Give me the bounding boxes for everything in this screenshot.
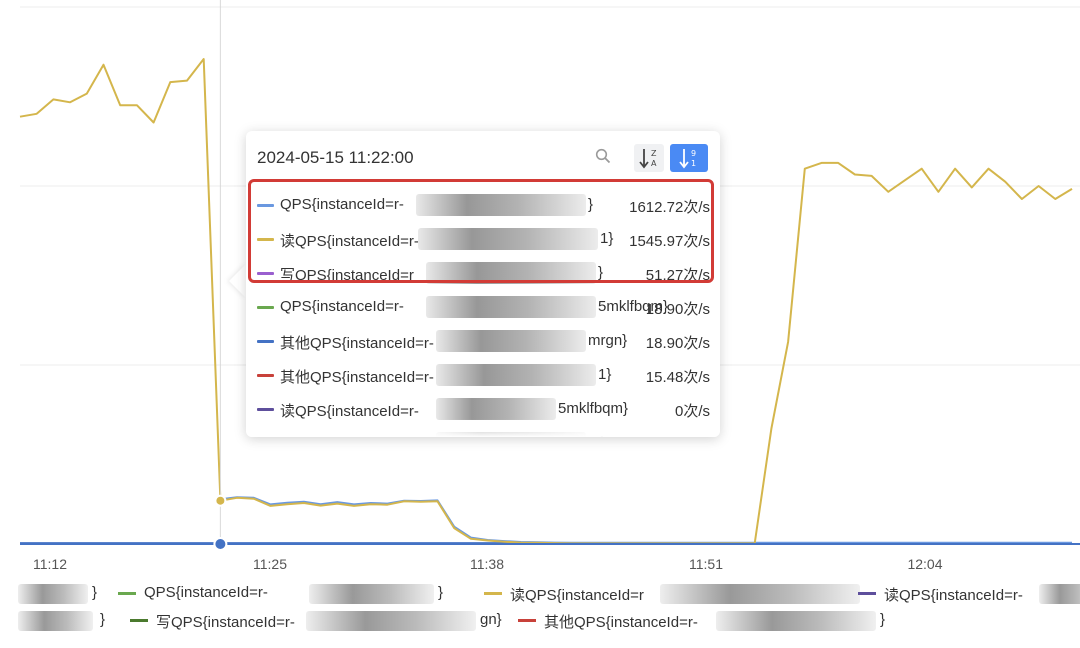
legend-label: QPS{instanceId=r- [144, 584, 268, 601]
redacted-text [436, 330, 586, 352]
svg-text:9: 9 [691, 149, 696, 158]
search-icon[interactable] [595, 148, 611, 164]
legend-swatch [484, 592, 502, 595]
tooltip-series-name: QPS{instanceId=r- [280, 196, 404, 213]
redacted-text [436, 364, 596, 386]
tooltip-time: 2024-05-15 11:22:00 [257, 148, 414, 167]
tooltip-series-value: 1612.72次/s [629, 199, 710, 216]
legend-row-2: } 写QPS{instanceId=r-gn} 其他QPS{instanceId=r… [0, 609, 1080, 633]
tooltip-row: 读QPS{instanceId=r- 1} 1545.97次/s [246, 222, 720, 256]
sort-numeric-button[interactable]: 9 1 [670, 144, 708, 172]
legend-swatch [130, 619, 148, 622]
hover-point [214, 494, 227, 507]
sort-alpha-icon: Z A [639, 149, 657, 169]
tooltip-row: QPS{instanceId=r-} 1612.72次/s [246, 188, 720, 222]
redacted-text [418, 228, 598, 250]
redacted-text [436, 398, 556, 420]
tooltip-series-name-end: mrgn} [588, 332, 628, 349]
redacted-text [716, 611, 876, 631]
tooltip-fade [246, 419, 720, 437]
tooltip-row: 写QPS{instanceId=r} 51.27次/s [246, 256, 720, 290]
tooltip-series-name: 读QPS{instanceId=r- [280, 403, 419, 420]
legend-label-end: gn} [480, 611, 502, 628]
tooltip-series-name: 读QPS{instanceId=r- [280, 233, 419, 250]
series-color-swatch [257, 204, 274, 207]
series-color-swatch [257, 306, 274, 309]
tooltip-series-value: 18.90次/s [645, 335, 710, 352]
hover-point [213, 537, 228, 551]
x-tick-label: 11:38 [470, 556, 504, 572]
series-color-swatch [257, 374, 274, 377]
tooltip-series-name-end: 1} [598, 366, 612, 383]
tooltip-row: 其他QPS{instanceId=r-mrgn} 18.90次/s [246, 324, 720, 358]
tooltip-series-name-end: 1} [600, 230, 614, 247]
x-tick-label: 12:04 [907, 556, 942, 572]
sort-alpha-button[interactable]: Z A [634, 144, 664, 172]
series-color-swatch [257, 408, 274, 411]
tooltip-series-value: 1545.97次/s [629, 233, 710, 250]
redacted-text [309, 584, 434, 604]
series-color-swatch [257, 340, 274, 343]
redacted-text [660, 584, 860, 604]
redacted-text [18, 584, 88, 604]
tooltip-series-value: 0次/s [674, 403, 710, 420]
legend-swatch [118, 592, 136, 595]
legend-label: 读QPS{instanceId=r [510, 587, 644, 604]
tooltip-series-name: QPS{instanceId=r- [280, 298, 404, 315]
tooltip-series-name-end: } [598, 264, 604, 281]
svg-text:Z: Z [651, 149, 657, 158]
legend-label-end: } [880, 611, 886, 628]
tooltip-arrow [229, 264, 246, 298]
x-tick-label: 11:12 [33, 556, 67, 572]
svg-text:A: A [651, 159, 657, 168]
tooltip-row: QPS{instanceId=r- 5mklfbqm} 18.90次/s [246, 290, 720, 324]
tooltip-rows: QPS{instanceId=r-} 1612.72次/s 读QPS{instanc… [246, 188, 720, 437]
legend-swatch [518, 619, 536, 622]
hover-markers [213, 494, 228, 551]
legend-label: 写QPS{instanceId=r- [156, 614, 295, 631]
svg-text:1: 1 [691, 159, 696, 168]
tooltip-series-value: 51.27次/s [645, 267, 710, 284]
redacted-text [426, 262, 596, 284]
tooltip-series-value: 15.48次/s [645, 369, 710, 386]
x-axis: 11:12 11:25 11:38 11:51 12:04 [20, 543, 1080, 572]
redacted-text [1039, 584, 1080, 604]
tooltip-series-name: 写QPS{instanceId=r [280, 267, 414, 284]
tooltip-row: 读QPS{instanceId=r- 5mklfbqm} 0次/s [246, 392, 720, 426]
highlight-annotation-box [248, 179, 714, 283]
legend-row-1: } QPS{instanceId=r-} 读QPS{instanceId=r 读QPS… [0, 582, 1080, 606]
legend-label: 读QPS{instanceId=r- [884, 587, 1023, 604]
redacted-text [416, 194, 586, 216]
tooltip-series-value: 18.90次/s [645, 301, 710, 318]
tooltip-series-name-end: 5mklfbqm} [598, 298, 669, 315]
x-tick-label: 11:51 [689, 556, 723, 572]
legend-label: 其他QPS{instanceId=r- [544, 614, 698, 631]
legend-swatch [858, 592, 876, 595]
tooltip-series-name: 其他QPS{instanceId=r- [280, 335, 434, 352]
legend-label-end: } [438, 584, 444, 601]
tooltip-panel: 2024-05-15 11:22:00 Z A 9 1 QPS{instance… [246, 131, 720, 437]
redacted-text [306, 611, 476, 631]
tooltip-series-name: 其他QPS{instanceId=r- [280, 369, 434, 386]
tooltip-header: 2024-05-15 11:22:00 Z A 9 1 [246, 131, 720, 183]
series-line [220, 496, 1072, 544]
tooltip-series-name-end: 5mklfbqm} [558, 400, 629, 417]
series-color-swatch [257, 272, 274, 275]
redacted-text [426, 296, 596, 318]
x-tick-label: 11:25 [253, 556, 287, 572]
legend-label-end: } [100, 611, 106, 628]
series-color-swatch [257, 238, 274, 241]
tooltip-series-name-end: } [588, 196, 594, 213]
series-line [19, 58, 1073, 545]
legend-label-end: } [92, 584, 98, 601]
sort-numeric-icon: 9 1 [679, 149, 696, 169]
redacted-text [18, 611, 93, 631]
tooltip-row: 其他QPS{instanceId=r- 1} 15.48次/s [246, 358, 720, 392]
